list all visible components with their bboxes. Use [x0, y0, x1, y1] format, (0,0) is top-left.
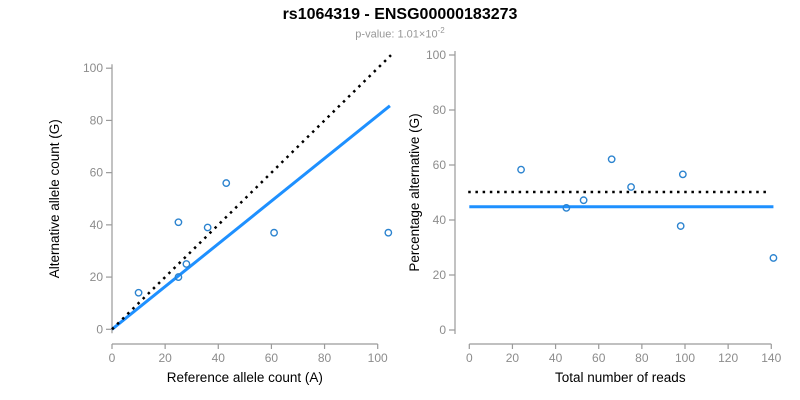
y-tick-label: 80: [433, 103, 447, 117]
x-tick-label: 80: [318, 351, 332, 365]
y-axis-title: Percentage alternative (G): [407, 113, 422, 271]
y-tick-label: 100: [426, 48, 446, 62]
y-tick-label: 80: [90, 113, 104, 127]
p-value-exponent: -2: [437, 26, 445, 35]
x-axis-title: Total number of reads: [555, 370, 686, 385]
data-point: [607, 155, 616, 164]
data-point: [222, 179, 231, 187]
left-plot: 0 20 40 60 80 100 0 20 40 60 80 100 Reference allele…: [47, 54, 393, 385]
x-tick-label: 100: [675, 351, 695, 365]
y-tick-label: 60: [90, 166, 104, 180]
data-point: [676, 222, 685, 230]
x-tick-label: 140: [761, 351, 781, 365]
right-plot: 0 20 40 60 80 100 120 140 0 20 40 60 80 100 Total numb…: [407, 48, 782, 385]
data-point: [579, 196, 588, 205]
y-tick-label: 0: [439, 323, 446, 337]
x-tick-label: 40: [212, 351, 226, 365]
data-point: [384, 228, 393, 237]
y-axis-title: Alternative allele count (G): [47, 119, 62, 278]
data-point: [270, 228, 278, 237]
plot-title: rs1064319 - ENSG00000183273: [282, 6, 518, 23]
fitted-ratio-line: [111, 104, 391, 331]
data-point: [134, 288, 143, 297]
data-point: [174, 218, 183, 227]
data-point: [678, 170, 687, 179]
x-tick-label: 60: [592, 351, 606, 365]
x-tick-label: 20: [506, 351, 520, 365]
y-tick-label: 60: [433, 158, 447, 172]
y-tick-label: 20: [90, 270, 104, 284]
x-tick-label: 0: [466, 351, 473, 365]
x-tick-label: 80: [635, 351, 649, 365]
data-point: [203, 223, 212, 232]
x-tick-label: 60: [265, 351, 279, 365]
y-tick-label: 40: [90, 218, 104, 232]
y-tick-label: 20: [433, 268, 447, 282]
y-tick-label: 100: [83, 61, 103, 75]
x-tick-label: 0: [109, 351, 116, 365]
data-point: [174, 273, 183, 281]
x-axis-title: Reference allele count (A): [167, 370, 323, 385]
x-tick-label: 40: [549, 351, 563, 365]
data-point: [627, 183, 635, 191]
plot-subtitle: p-value: 1.01×10-2: [0, 26, 800, 41]
data-point: [517, 165, 525, 174]
data-point: [769, 254, 778, 262]
y-tick-label: 40: [433, 213, 447, 227]
data-point: [182, 260, 191, 268]
identity-line: [111, 54, 392, 331]
p-value-text: p-value: 1.01×10: [355, 28, 438, 41]
data-point: [562, 203, 571, 212]
y-tick-label: 0: [96, 322, 103, 336]
x-tick-label: 20: [158, 351, 172, 365]
x-tick-label: 100: [368, 351, 388, 365]
x-tick-label: 120: [718, 351, 738, 365]
